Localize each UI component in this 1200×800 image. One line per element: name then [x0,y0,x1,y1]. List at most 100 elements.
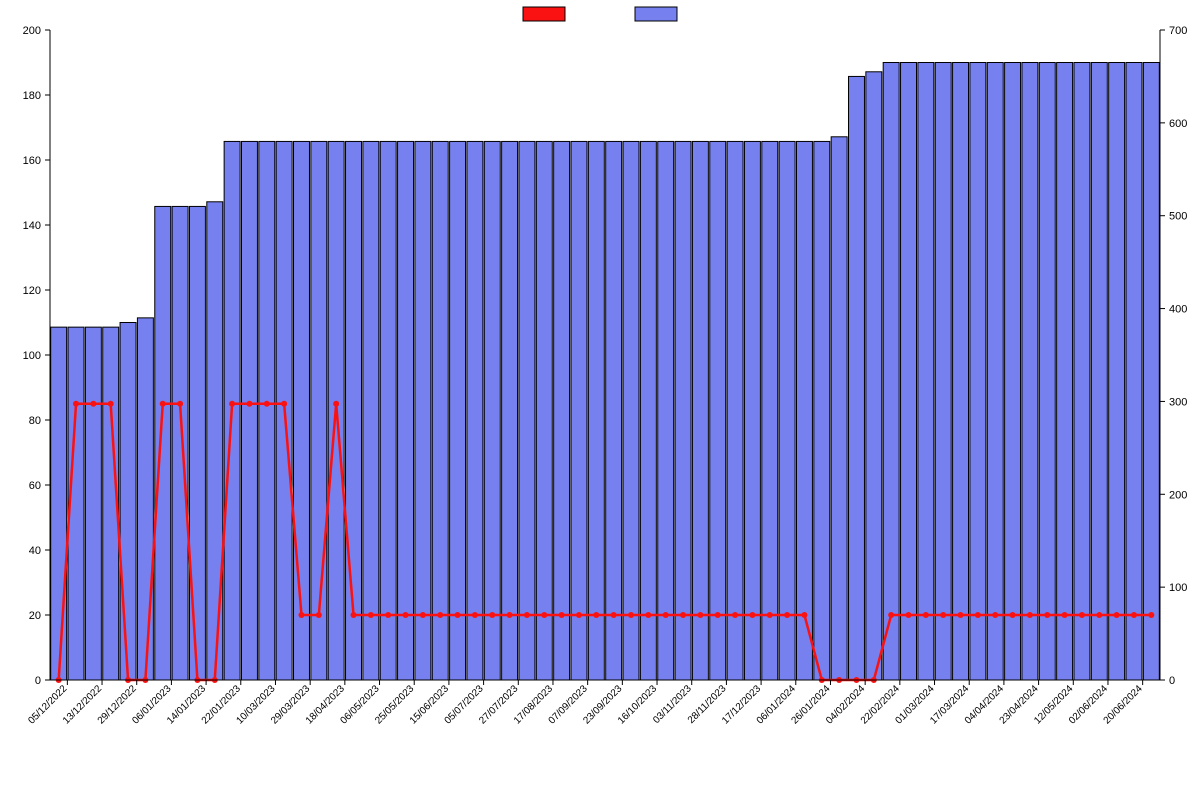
bar [554,141,570,680]
bar [623,141,639,680]
y-left-tick-label: 80 [29,415,41,427]
line-marker [333,401,339,407]
line-marker [160,401,166,407]
line-marker [628,612,634,618]
bar [606,141,622,680]
y-right-tick-label: 600 [1169,118,1187,130]
bar [415,141,431,680]
bar [970,63,986,681]
bar [727,141,743,680]
line-marker [940,612,946,618]
bar [744,141,760,680]
legend-swatch-0 [523,7,565,21]
bar [831,137,847,680]
line-marker [1044,612,1050,618]
line-marker [1027,612,1033,618]
bar [675,141,691,680]
line-marker [1131,612,1137,618]
y-right-tick-label: 700 [1169,25,1187,37]
y-left-tick-label: 100 [23,350,41,362]
bar [849,76,865,680]
y-right-tick-label: 300 [1169,396,1187,408]
bar [588,141,604,680]
bar [432,141,448,680]
y-left-tick-label: 60 [29,480,41,492]
bar [571,141,587,680]
bar [519,141,535,680]
line-marker [489,612,495,618]
line-marker [559,612,565,618]
y-left-tick-label: 20 [29,610,41,622]
bar [1091,63,1107,681]
line-marker [177,401,183,407]
line-marker [1096,612,1102,618]
line-marker [264,401,270,407]
bar [953,63,969,681]
bar [1022,63,1038,681]
line-marker [351,612,357,618]
bar [1057,63,1073,681]
bar [346,141,362,680]
bar [866,72,882,680]
y-left-tick-label: 0 [35,675,41,687]
bar [692,141,708,680]
bar [380,141,396,680]
line-marker [715,612,721,618]
line-marker [108,401,114,407]
line-marker [1079,612,1085,618]
bar [762,141,778,680]
bar [137,318,153,680]
bar [901,63,917,681]
line-marker [801,612,807,618]
line-marker [992,612,998,618]
legend-swatch-1 [635,7,677,21]
bar [398,141,414,680]
y-left-tick-label: 40 [29,545,41,557]
line-marker [316,612,322,618]
y-right-tick-label: 100 [1169,582,1187,594]
line-marker [281,401,287,407]
bar [658,141,674,680]
line-marker [403,612,409,618]
line-marker [472,612,478,618]
bar [883,63,899,681]
bar [1005,63,1021,681]
bar [467,141,483,680]
line-marker [73,401,79,407]
bar [172,206,188,680]
line-marker [645,612,651,618]
bar [502,141,518,680]
line-marker [784,612,790,618]
bar [120,323,136,681]
line-marker [437,612,443,618]
bar [536,141,552,680]
line-marker [524,612,530,618]
bar [1109,63,1125,681]
bar [450,141,466,680]
line-marker [749,612,755,618]
y-left-tick-label: 120 [23,285,41,297]
line-marker [888,612,894,618]
y-left-tick-label: 160 [23,155,41,167]
bar [259,141,275,680]
y-right-tick-label: 200 [1169,489,1187,501]
bar [987,63,1003,681]
y-right-tick-label: 400 [1169,304,1187,316]
y-right-tick-label: 500 [1169,211,1187,223]
line-marker [680,612,686,618]
bar [311,141,327,680]
line-marker [1010,612,1016,618]
line-marker [455,612,461,618]
y-left-tick-label: 200 [23,25,41,37]
line-marker [732,612,738,618]
y-right-tick-label: 0 [1169,675,1175,687]
line-marker [906,612,912,618]
line-marker [368,612,374,618]
line-marker [923,612,929,618]
y-left-tick-label: 180 [23,90,41,102]
line-marker [541,612,547,618]
line-marker [958,612,964,618]
line-marker [1062,612,1068,618]
line-marker [1114,612,1120,618]
bar [241,141,257,680]
